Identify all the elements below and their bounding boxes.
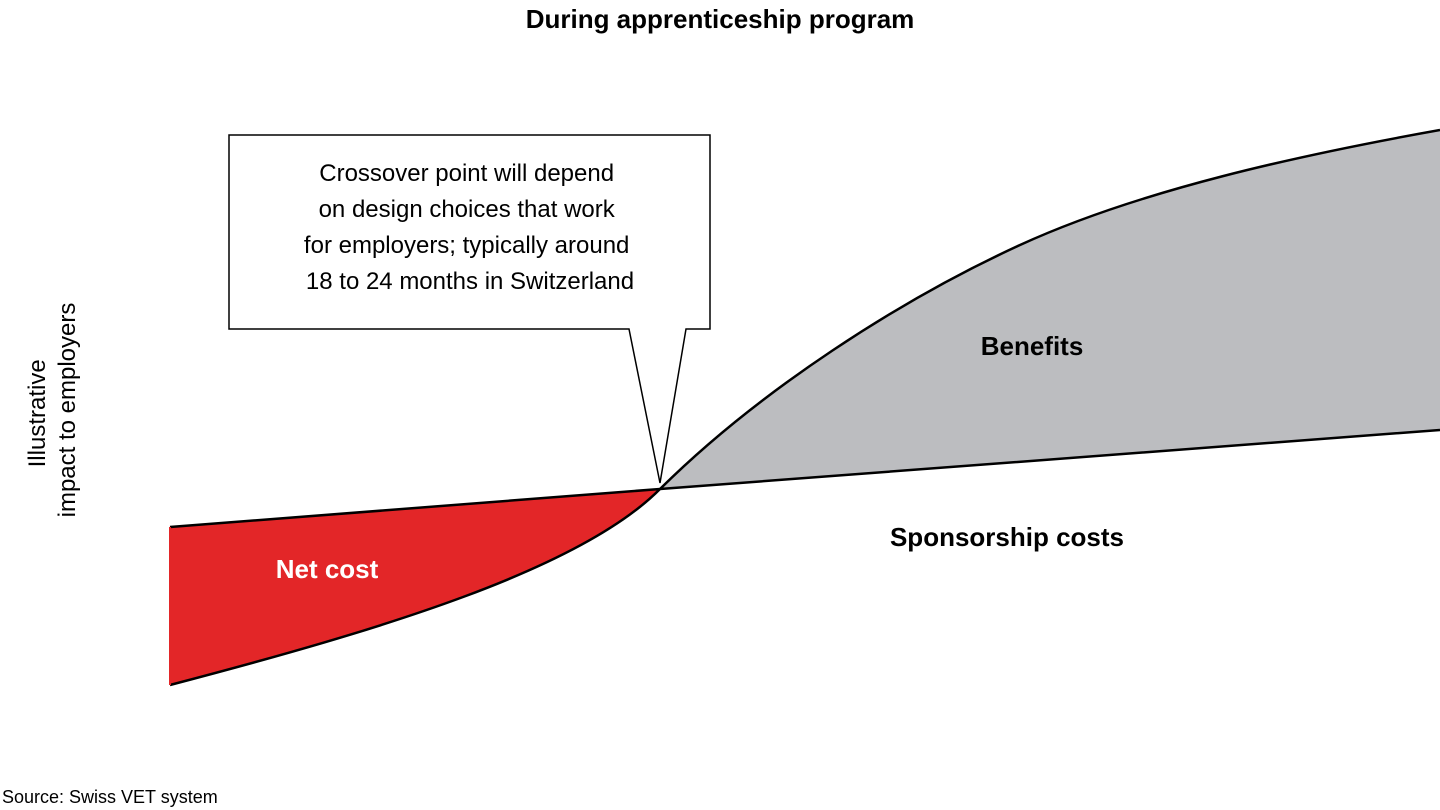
chart-title: During apprenticeship program	[526, 4, 915, 34]
callout-line-1: Crossover point will depend	[319, 160, 614, 187]
net-cost-area	[170, 489, 660, 685]
callout-line-3: for employers; typically around	[304, 232, 629, 259]
net-cost-label: Net cost	[276, 554, 379, 584]
y-axis-label-line-1: Illustrative	[24, 359, 51, 467]
callout-line-2: on design choices that work	[319, 196, 616, 223]
sponsorship-costs-label: Sponsorship costs	[890, 522, 1124, 552]
source-note: Source: Swiss VET system	[2, 787, 218, 807]
y-axis-label-line-2: impact to employers	[54, 303, 81, 518]
benefits-label: Benefits	[981, 331, 1084, 361]
callout-text: Crossover point will depend on design ch…	[304, 160, 636, 295]
benefits-area	[660, 130, 1440, 489]
y-axis-label: Illustrative impact to employers	[24, 303, 81, 518]
benefits-line	[169, 128, 1440, 687]
callout-box	[228, 134, 711, 484]
callout-line-4: 18 to 24 months in Switzerland	[306, 268, 634, 295]
